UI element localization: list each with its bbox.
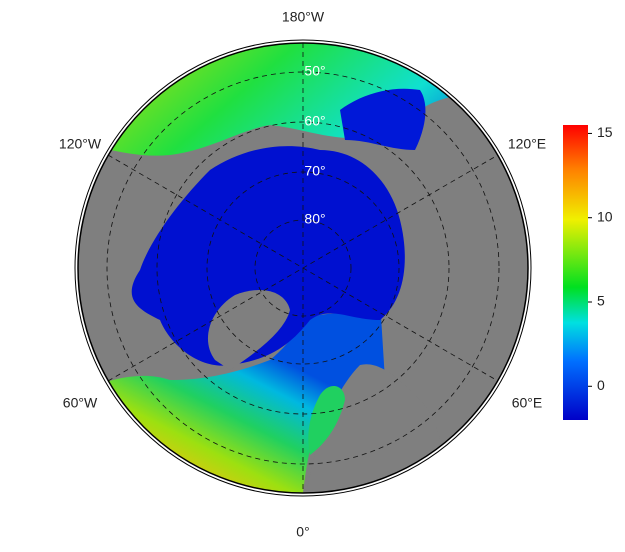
map-border: [77, 42, 529, 494]
colorbar-tick-label: 5: [597, 293, 605, 309]
lon-label: 120°E: [508, 136, 546, 152]
lon-label: 60°E: [512, 395, 543, 411]
lat-label: 60°: [304, 113, 325, 129]
lon-label: 180°W: [282, 9, 325, 25]
lat-label: 80°: [304, 211, 325, 227]
graticule: [106, 43, 500, 493]
north-sea: [308, 385, 345, 455]
meridian: [107, 154, 499, 382]
lat-label: 50°: [304, 63, 325, 79]
colorbar-tick-label: 10: [597, 208, 613, 224]
lat-label: 70°: [304, 163, 325, 179]
arctic-ocean: [131, 146, 405, 366]
greenland: [207, 290, 290, 370]
bering-ice: [340, 88, 426, 150]
lat-circle: [106, 71, 500, 465]
map-border: [74, 39, 532, 497]
lon-label: 120°W: [59, 136, 102, 152]
lon-label: 60°W: [63, 395, 98, 411]
colorbar-tick-label: 0: [597, 377, 605, 393]
colorbar-tick-label: 15: [597, 124, 613, 140]
lon-label: 0°: [296, 524, 309, 540]
colorbar: [563, 125, 588, 420]
